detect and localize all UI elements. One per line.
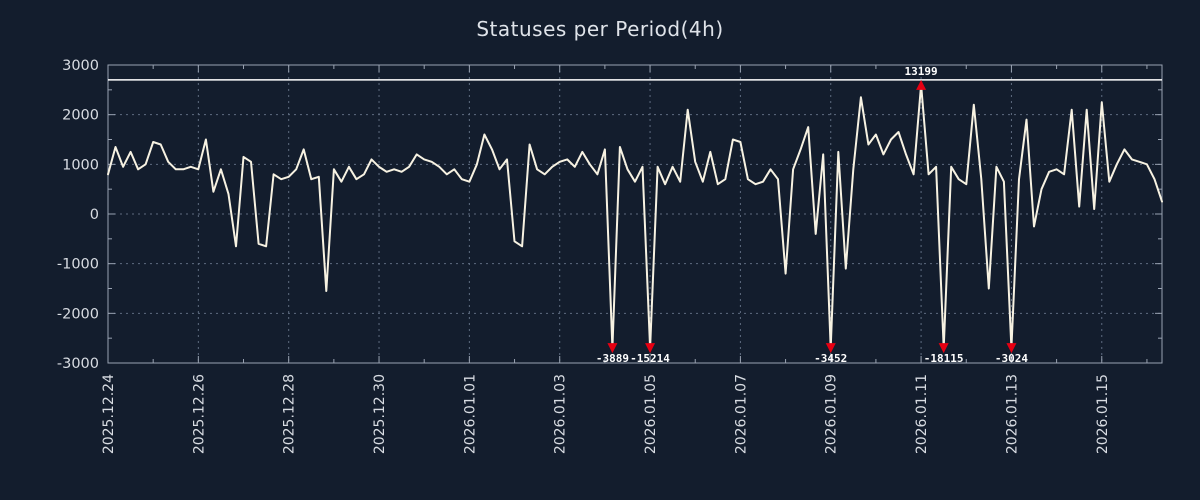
y-tick-label: -2000 <box>57 306 99 322</box>
extreme-marker <box>607 343 618 354</box>
x-tick-label: 2026.01.11 <box>914 374 930 454</box>
x-tick-label: 2026.01.13 <box>1004 374 1020 454</box>
extreme-marker <box>1006 343 1017 354</box>
y-tick-label: -3000 <box>57 356 99 372</box>
x-tick-label: 2026.01.15 <box>1095 374 1111 454</box>
extreme-marker <box>825 343 836 354</box>
y-tick-label: 1000 <box>62 157 99 173</box>
extreme-marker <box>645 343 656 354</box>
x-tick-label: 2026.01.01 <box>462 374 478 454</box>
x-tick-label: 2025.12.28 <box>282 374 298 454</box>
extreme-label: -18115 <box>924 352 964 365</box>
extreme-label: -3889 <box>596 352 629 365</box>
extreme-marker <box>916 79 927 90</box>
extreme-label: -3024 <box>995 352 1028 365</box>
y-tick-label: 0 <box>90 207 99 223</box>
x-tick-label: 2026.01.09 <box>824 374 840 454</box>
series-line <box>107 83 1163 350</box>
extreme-label: -3452 <box>814 352 847 365</box>
x-tick-label: 2026.01.05 <box>643 374 659 454</box>
y-tick-label: -1000 <box>57 257 99 273</box>
x-tick-label: 2025.12.24 <box>101 374 117 454</box>
x-tick-label: 2026.01.07 <box>733 374 749 454</box>
x-tick-label: 2025.12.26 <box>191 374 207 454</box>
y-tick-label: 3000 <box>62 58 99 74</box>
chart-title: Statuses per Period(4h) <box>476 17 724 41</box>
extreme-label: 13199 <box>905 65 938 78</box>
y-tick-label: 2000 <box>62 108 99 124</box>
extreme-label: -15214 <box>630 352 670 365</box>
x-tick-label: 2025.12.30 <box>372 374 388 454</box>
extreme-marker <box>938 343 949 354</box>
x-tick-label: 2026.01.03 <box>553 374 569 454</box>
